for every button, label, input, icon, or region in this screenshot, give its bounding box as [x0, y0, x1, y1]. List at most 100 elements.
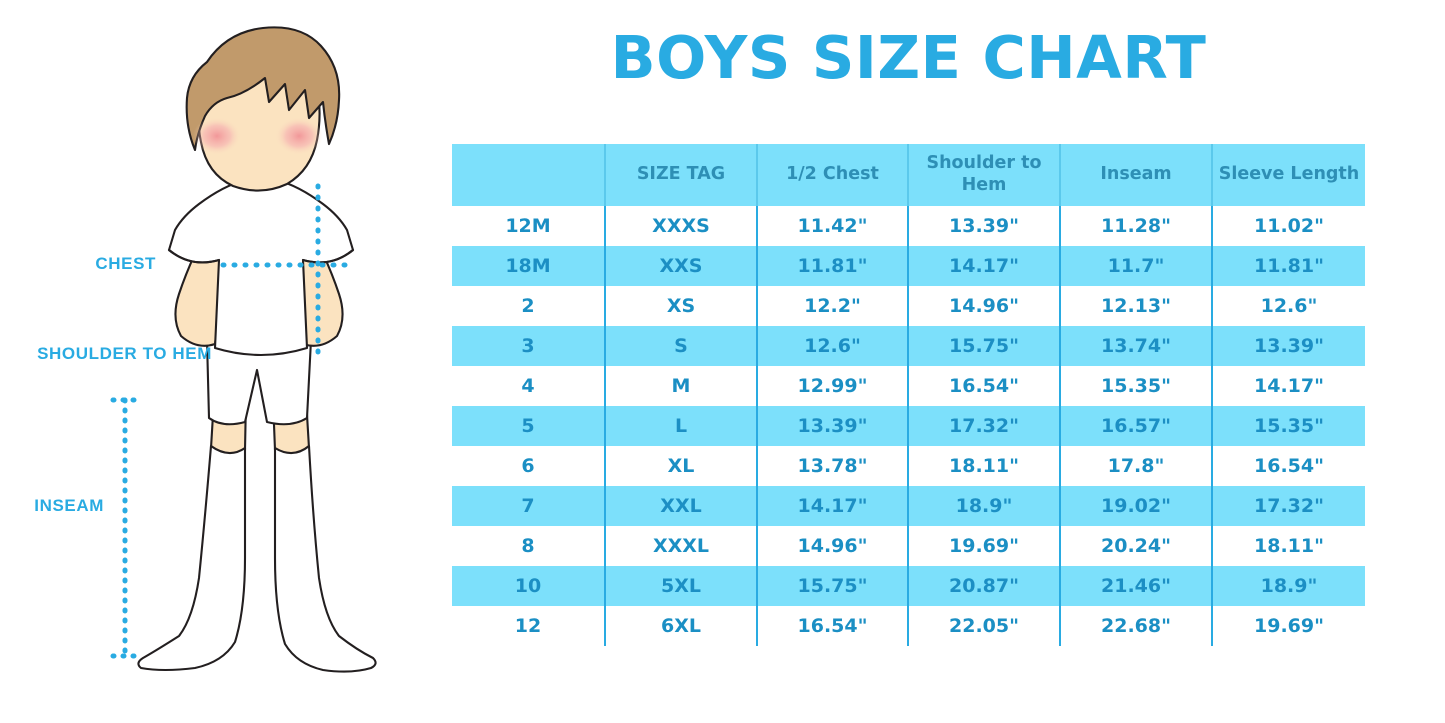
table-row: 12M XXXS 11.42" 13.39" 11.28" 11.02" — [452, 206, 1365, 246]
cell-value: 16.54" — [757, 606, 909, 646]
table-row: 5 L 13.39" 17.32" 16.57" 15.35" — [452, 406, 1365, 446]
cell-value: 12.13" — [1060, 286, 1213, 326]
hair — [185, 26, 341, 152]
table-row: 3 S 12.6" 15.75" 13.74" 13.39" — [452, 326, 1365, 366]
cell-value: 18.11" — [1212, 526, 1365, 566]
table-row: 6 XL 13.78" 18.11" 17.8" 16.54" — [452, 446, 1365, 486]
table-row: 7 XXL 14.17" 18.9" 19.02" 17.32" — [452, 486, 1365, 526]
tshirt — [167, 178, 355, 357]
cell-size: 12M — [452, 206, 606, 246]
cell-value: 16.57" — [1060, 406, 1213, 446]
cell-size: 18M — [452, 246, 606, 286]
cell-value: XL — [605, 446, 758, 486]
cell-value: 11.81" — [1212, 246, 1365, 286]
column-header-size — [452, 144, 606, 206]
cell-value: 12.6" — [1212, 286, 1365, 326]
cell-value: 13.39" — [908, 206, 1061, 246]
cell-size: 6 — [452, 446, 606, 486]
cell-value: 18.9" — [908, 486, 1061, 526]
column-header-shoulder-to-hem: Shoulder to Hem — [908, 144, 1061, 206]
cell-value: 13.78" — [757, 446, 909, 486]
cell-value: 11.42" — [757, 206, 909, 246]
cell-value: 20.87" — [908, 566, 1061, 606]
cell-value: 15.35" — [1212, 406, 1365, 446]
cell-value: 19.69" — [1212, 606, 1365, 646]
cell-value: L — [605, 406, 758, 446]
cell-value: XXS — [605, 246, 758, 286]
cell-value: 11.81" — [757, 246, 909, 286]
boy-figure-illustration — [110, 26, 377, 673]
cell-value: S — [605, 326, 758, 366]
table-row: 8 XXXL 14.96" 19.69" 20.24" 18.11" — [452, 526, 1365, 566]
cell-value: 15.35" — [1060, 366, 1213, 406]
cell-value: 16.54" — [908, 366, 1061, 406]
cell-value: 14.96" — [757, 526, 909, 566]
right-blush — [275, 117, 323, 155]
right-boot — [273, 444, 377, 673]
cell-value: 22.05" — [908, 606, 1061, 646]
shorts — [205, 338, 313, 426]
cell-value: 19.69" — [908, 526, 1061, 566]
cell-value: 18.11" — [908, 446, 1061, 486]
cell-value: 19.02" — [1060, 486, 1213, 526]
cell-value: 11.7" — [1060, 246, 1213, 286]
cell-value: 5XL — [605, 566, 758, 606]
cell-value: 13.39" — [1212, 326, 1365, 366]
cell-value: 17.32" — [908, 406, 1061, 446]
cell-value: 13.39" — [757, 406, 909, 446]
table-row: 18M XXS 11.81" 14.17" 11.7" 11.81" — [452, 246, 1365, 286]
cell-value: 14.17" — [908, 246, 1061, 286]
cell-value: XXL — [605, 486, 758, 526]
table-header-row: SIZE TAG 1/2 Chest Shoulder to Hem Insea… — [452, 144, 1365, 206]
right-sleeve-hem — [301, 248, 355, 264]
shoulder-to-hem-label: SHOULDER TO HEM — [37, 344, 212, 363]
table-row: 4 M 12.99" 16.54" 15.35" 14.17" — [452, 366, 1365, 406]
cell-value: 13.74" — [1060, 326, 1213, 366]
column-header-sleeve-length: Sleeve Length — [1212, 144, 1365, 206]
cell-size: 10 — [452, 566, 606, 606]
cell-size: 12 — [452, 606, 606, 646]
cell-value: 21.46" — [1060, 566, 1213, 606]
cell-size: 3 — [452, 326, 606, 366]
left-sleeve-hem — [167, 248, 221, 264]
cell-value: 12.99" — [757, 366, 909, 406]
cell-value: 20.24" — [1060, 526, 1213, 566]
cell-value: 11.28" — [1060, 206, 1213, 246]
cell-size: 7 — [452, 486, 606, 526]
cell-value: 17.8" — [1060, 446, 1213, 486]
size-chart-table: SIZE TAG 1/2 Chest Shoulder to Hem Insea… — [452, 144, 1365, 646]
cell-value: XXXL — [605, 526, 758, 566]
cell-size: 5 — [452, 406, 606, 446]
table-row: 10 5XL 15.75" 20.87" 21.46" 18.9" — [452, 566, 1365, 606]
cell-value: 16.54" — [1212, 446, 1365, 486]
cell-value: 14.96" — [908, 286, 1061, 326]
chest-label: CHEST — [95, 254, 156, 273]
cell-value: 6XL — [605, 606, 758, 646]
left-blush — [193, 117, 241, 155]
table-row: 2 XS 12.2" 14.96" 12.13" 12.6" — [452, 286, 1365, 326]
column-header-half-chest: 1/2 Chest — [757, 144, 909, 206]
cell-value: XS — [605, 286, 758, 326]
left-boot — [137, 444, 247, 672]
size-chart-table-container: SIZE TAG 1/2 Chest Shoulder to Hem Insea… — [452, 144, 1365, 646]
table-row: 12 6XL 16.54" 22.05" 22.68" 19.69" — [452, 606, 1365, 646]
page-title: BOYS SIZE CHART — [610, 23, 1207, 92]
cell-value: 22.68" — [1060, 606, 1213, 646]
cell-value: 14.17" — [1212, 366, 1365, 406]
cell-size: 4 — [452, 366, 606, 406]
cell-value: 14.17" — [757, 486, 909, 526]
cell-value: M — [605, 366, 758, 406]
cell-size: 2 — [452, 286, 606, 326]
cell-value: 12.6" — [757, 326, 909, 366]
cell-value: 15.75" — [757, 566, 909, 606]
cell-value: XXXS — [605, 206, 758, 246]
cell-size: 8 — [452, 526, 606, 566]
cell-value: 11.02" — [1212, 206, 1365, 246]
column-header-size-tag: SIZE TAG — [605, 144, 758, 206]
cell-value: 12.2" — [757, 286, 909, 326]
cell-value: 18.9" — [1212, 566, 1365, 606]
inseam-label: INSEAM — [34, 496, 104, 515]
cell-value: 15.75" — [908, 326, 1061, 366]
column-header-inseam: Inseam — [1060, 144, 1213, 206]
cell-value: 17.32" — [1212, 486, 1365, 526]
